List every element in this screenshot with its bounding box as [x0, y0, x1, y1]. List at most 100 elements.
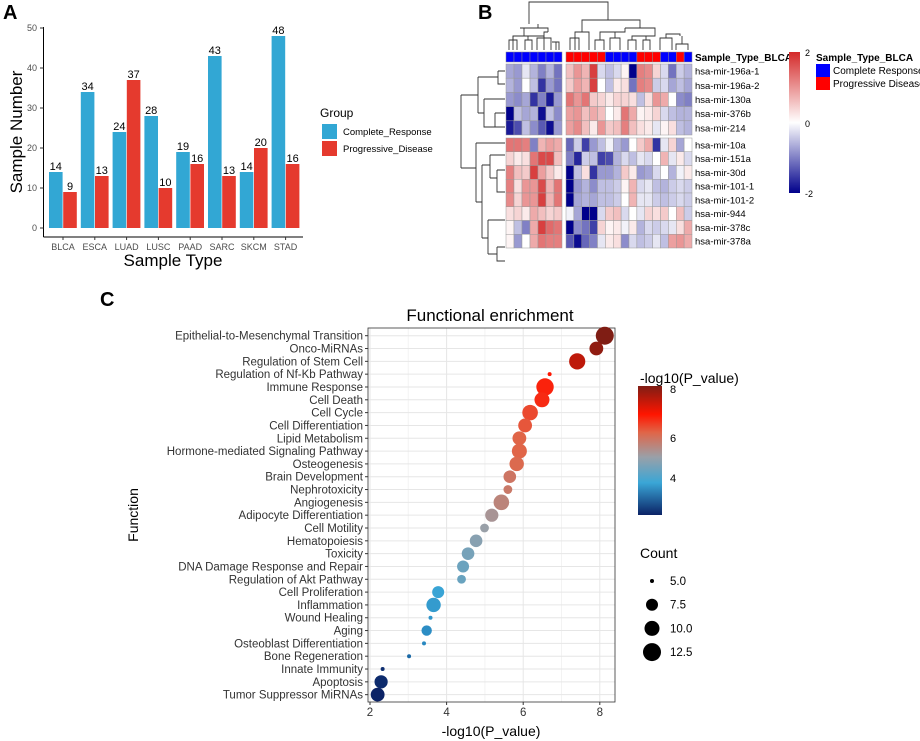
bar-value-label: 9 — [67, 181, 73, 193]
heatmap-cell — [620, 179, 630, 194]
heatmap-cell — [513, 120, 523, 136]
heatmap-cell — [676, 234, 685, 249]
heatmap-cell — [521, 192, 531, 207]
heatmap-cell — [529, 151, 539, 166]
x-tick-label: 4 — [443, 707, 450, 719]
heatmap-cell — [644, 63, 653, 79]
heatmap-cell — [505, 63, 515, 79]
heatmap-cell — [529, 206, 539, 221]
heatmap-cell — [537, 192, 547, 207]
bar-complete-response — [239, 172, 254, 228]
annotation-cell — [573, 51, 582, 63]
heatmap-cell — [628, 106, 638, 122]
x-tick-label: STAD — [274, 242, 298, 252]
bar-chart: Sample Type Sample Number Group 0 10 20 30 4… — [7, 23, 433, 270]
heatmap-cell — [628, 206, 638, 221]
heatmap-cell — [683, 92, 693, 107]
heatmap-cell — [573, 220, 582, 235]
heatmap-cell — [668, 92, 677, 107]
heatmap-cell — [565, 165, 575, 180]
heatmap-cell — [537, 120, 547, 136]
heatmap-cell — [589, 151, 598, 166]
data-point — [536, 378, 554, 396]
y-tick-label: 40 — [27, 63, 37, 73]
heatmap-cell — [597, 77, 606, 93]
size-legend: 5.0 7.5 10.0 12.5 — [643, 576, 692, 662]
bar-progressive-disease — [285, 164, 300, 228]
heatmap-cell — [521, 206, 531, 221]
function-label: DNA Damage Response and Repair — [178, 561, 363, 573]
heatmap-cell — [636, 192, 645, 207]
bar-complete-response — [49, 172, 63, 228]
heatmap-cell — [652, 179, 661, 194]
bar-value-label: 10 — [159, 177, 171, 189]
heatmap-cell — [644, 165, 653, 180]
heatmap-cell — [537, 165, 547, 180]
heatmap-cell — [573, 179, 582, 194]
heatmap-cell — [652, 234, 661, 249]
row-label: hsa-mir-10a — [695, 140, 746, 151]
heatmap-cell — [628, 151, 638, 166]
heatmap-cell — [676, 120, 685, 136]
heatmap-cell — [676, 220, 685, 235]
data-point — [426, 597, 441, 613]
data-point — [370, 687, 385, 702]
heatmap-cell — [589, 234, 598, 249]
heatmap-cell — [605, 165, 614, 180]
bar-value-label: 24 — [113, 121, 125, 133]
heatmap-cell — [545, 106, 555, 122]
heatmap-cell — [521, 179, 531, 194]
data-point — [432, 586, 445, 599]
heatmap-cell — [565, 234, 575, 249]
function-label: Regulation of Akt Pathway — [229, 574, 363, 586]
bar-progressive-disease — [190, 164, 204, 228]
heatmap-cell — [644, 92, 653, 107]
legend-swatch — [816, 64, 830, 77]
annotation-cell — [537, 51, 547, 63]
data-point — [595, 326, 614, 345]
bar-progressive-disease — [158, 188, 173, 228]
heatmap-cell — [628, 63, 638, 79]
data-point — [457, 574, 466, 584]
heatmap-cell — [573, 192, 582, 207]
heatmap-cell — [605, 120, 614, 136]
bar-value-label: 13 — [223, 165, 235, 177]
heatmap-cell — [529, 63, 539, 79]
bar-value-label: 48 — [272, 25, 284, 37]
panel-label-a: A — [3, 2, 17, 24]
heatmap-cell — [652, 220, 661, 235]
heatmap-cell — [537, 234, 547, 249]
heatmap-cell — [589, 165, 598, 180]
data-point — [518, 418, 533, 433]
size-legend-dot — [646, 598, 658, 611]
heatmap-cell — [668, 220, 677, 235]
heatmap-cell — [644, 234, 653, 249]
size-legend-dot — [650, 579, 654, 583]
heatmap-cell — [683, 63, 693, 79]
function-label: Cell Differentiation — [269, 420, 363, 432]
heatmap-cell — [553, 63, 563, 79]
heatmap-cell — [513, 192, 523, 207]
heatmap-cell — [660, 179, 669, 194]
dot-plot: Epithelial-to-Mesenchymal TransitionOnco… — [167, 326, 616, 719]
heatmap-cell — [613, 106, 622, 122]
heatmap-cell — [505, 92, 515, 107]
heatmap-cell — [513, 234, 523, 249]
y-tick-label: 30 — [27, 103, 37, 113]
heatmap-cell — [513, 77, 523, 93]
heatmap-cell — [683, 234, 693, 249]
heatmap-cell — [581, 192, 590, 207]
heatmap-cell — [660, 234, 669, 249]
heatmap-cell — [581, 92, 590, 107]
heatmap-cell — [581, 206, 590, 221]
heatmap-cell — [613, 165, 622, 180]
heatmap-cell — [636, 77, 645, 93]
heatmap-cell — [605, 179, 614, 194]
heatmap-cell — [620, 206, 630, 221]
heatmap-cell — [553, 92, 563, 107]
heatmap-cell — [652, 151, 661, 166]
heatmap-cell — [628, 77, 638, 93]
heatmap-cell — [589, 92, 598, 107]
heatmap-cell — [581, 234, 590, 249]
heatmap-cell — [597, 106, 606, 122]
